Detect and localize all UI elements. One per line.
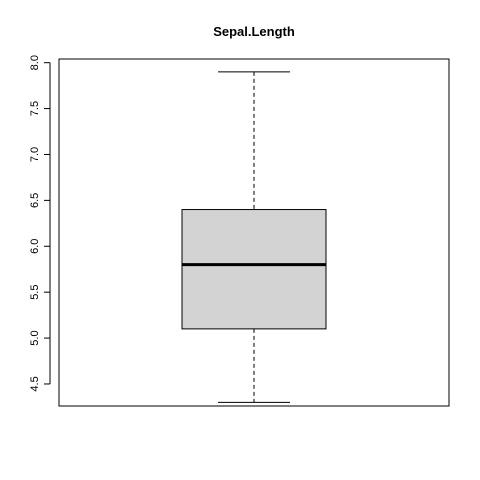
y-tick-label: 5.5 [29, 285, 41, 300]
box-group [182, 72, 326, 402]
interquartile-box [182, 210, 326, 329]
y-tick-label: 5.0 [29, 330, 41, 345]
chart-title: Sepal.Length [213, 24, 295, 39]
y-tick-label: 4.5 [29, 376, 41, 391]
y-tick-label: 6.5 [29, 193, 41, 208]
y-tick-label: 6.0 [29, 239, 41, 254]
y-axis: 4.5 5.0 5.5 6.0 6.5 7.0 7.5 8.0 [29, 55, 50, 392]
y-tick-label: 7.0 [29, 147, 41, 162]
y-tick-label: 7.5 [29, 101, 41, 116]
y-tick-label: 8.0 [29, 55, 41, 70]
